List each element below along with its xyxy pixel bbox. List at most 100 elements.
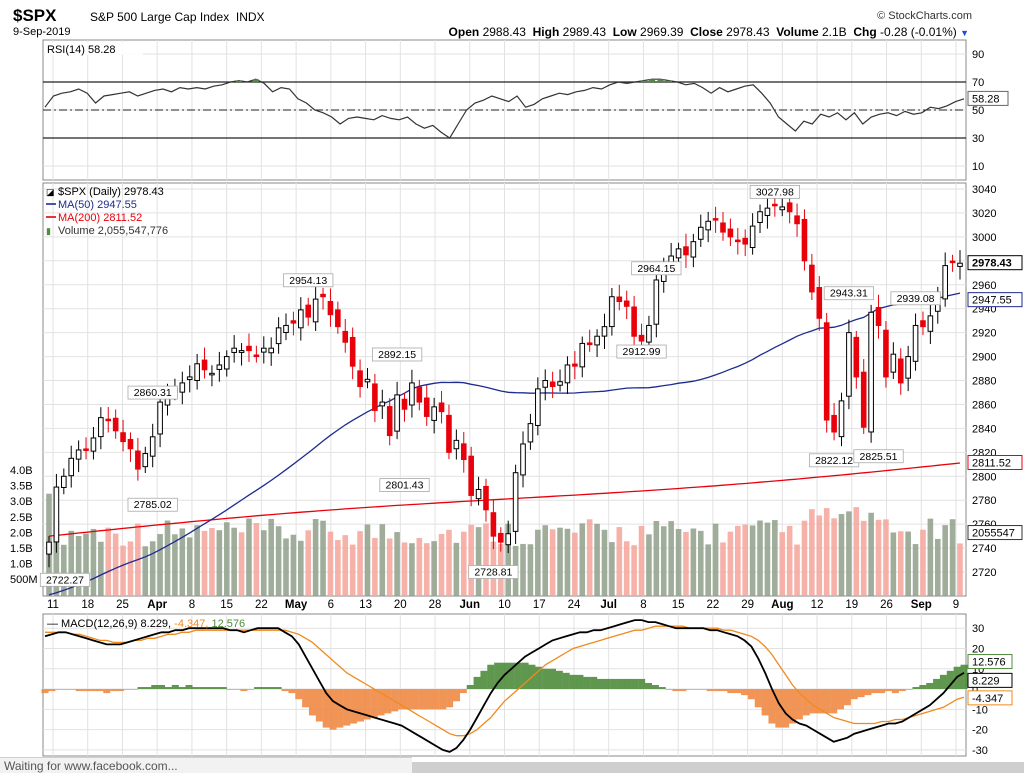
volume-bar bbox=[549, 529, 556, 596]
volume-tick-label: 2.0B bbox=[10, 527, 33, 539]
macd-histogram-bar bbox=[404, 689, 412, 710]
macd-histogram-bar bbox=[466, 685, 474, 690]
volume-bar bbox=[809, 509, 815, 596]
volume-tick-label: 2.5B bbox=[10, 512, 33, 524]
volume-tick-label: 3.5B bbox=[10, 481, 33, 493]
price-annotation: 2822.12 bbox=[815, 455, 853, 467]
volume-bar bbox=[749, 525, 756, 596]
candle-body bbox=[838, 400, 845, 438]
macd-histogram-bar bbox=[398, 689, 406, 710]
price-current-box bbox=[967, 255, 1023, 271]
candle-body bbox=[905, 356, 911, 379]
volume-bar bbox=[238, 532, 245, 596]
macd-histogram-bar bbox=[514, 662, 522, 690]
macd-histogram-bar bbox=[247, 689, 255, 690]
price-tick-label: 2900 bbox=[972, 352, 996, 364]
candle-body bbox=[372, 383, 378, 411]
x-tick-label: 26 bbox=[880, 599, 893, 611]
candle-body bbox=[283, 324, 289, 334]
candle-body bbox=[520, 443, 526, 476]
price-current-label: 2947.55 bbox=[972, 295, 1012, 307]
macd-histogram-bar bbox=[226, 689, 234, 690]
candle-body bbox=[142, 453, 149, 468]
volume-bar bbox=[364, 524, 371, 596]
x-tick-label: 20 bbox=[394, 599, 407, 611]
macd-histogram-bar bbox=[747, 689, 755, 700]
volume-bar bbox=[127, 541, 134, 596]
price-annotation: 2912.99 bbox=[623, 346, 661, 358]
x-tick-label: 15 bbox=[220, 599, 233, 611]
macd-histogram-bar bbox=[439, 689, 447, 710]
macd-histogram-bar bbox=[665, 689, 673, 690]
x-tick-label: 8 bbox=[189, 599, 195, 611]
macd-histogram-bar bbox=[679, 689, 687, 692]
macd-histogram-bar bbox=[164, 687, 172, 690]
volume-bar bbox=[431, 541, 437, 596]
x-tick-label: 6 bbox=[328, 599, 334, 611]
price-annotation: 2939.08 bbox=[897, 293, 935, 305]
volume-bar bbox=[305, 530, 312, 596]
candle-body bbox=[816, 287, 823, 319]
macd-histogram-bar bbox=[116, 689, 124, 692]
macd-histogram-bar bbox=[624, 678, 632, 690]
volume-bar bbox=[631, 545, 637, 596]
candle-body bbox=[860, 371, 867, 428]
candle-body bbox=[335, 309, 341, 328]
volume-bar bbox=[120, 545, 126, 596]
candle-body bbox=[868, 311, 874, 433]
candle-body bbox=[386, 406, 393, 437]
macd-tick-label: -10 bbox=[972, 704, 988, 716]
macd-histogram-bar bbox=[192, 687, 200, 690]
candle-body bbox=[897, 358, 904, 384]
volume-bar bbox=[816, 515, 823, 596]
candle-body bbox=[246, 345, 252, 352]
macd-histogram-bar bbox=[939, 674, 947, 690]
candle-body bbox=[238, 350, 245, 353]
macd-tick-label: -30 bbox=[972, 745, 988, 757]
x-tick-label: 10 bbox=[498, 599, 511, 611]
price-annotation: 2954.13 bbox=[289, 275, 327, 287]
volume-bar bbox=[853, 507, 860, 596]
candle-body bbox=[564, 364, 571, 384]
volume-tick-label: 1.0B bbox=[10, 559, 33, 571]
candle-body bbox=[275, 327, 282, 345]
price-tick-label: 2860 bbox=[972, 399, 996, 411]
rsi-tick-label: 70 bbox=[972, 77, 984, 89]
macd-histogram-bar bbox=[350, 689, 358, 724]
price-current-label: 2978.43 bbox=[972, 258, 1012, 270]
candle-body bbox=[290, 320, 297, 324]
macd-histogram-bar bbox=[418, 689, 426, 710]
candle-body bbox=[653, 279, 660, 325]
price-annotation: 2892.15 bbox=[378, 349, 416, 361]
candle-body bbox=[416, 386, 423, 403]
macd-histogram-bar bbox=[562, 672, 570, 690]
volume-bar bbox=[409, 543, 415, 596]
volume-bar bbox=[157, 534, 163, 596]
x-tick-label: 11 bbox=[47, 599, 59, 611]
macd-histogram-bar bbox=[905, 689, 913, 690]
volume-bar bbox=[209, 527, 215, 596]
volume-value: 2.1B bbox=[822, 25, 847, 39]
candle-body bbox=[535, 388, 541, 426]
brand-label[interactable]: © StockCharts.com bbox=[877, 10, 972, 22]
candle-body bbox=[120, 432, 126, 443]
macd-histogram-bar bbox=[521, 662, 529, 690]
quote-stats: Open 2988.43 High 2989.43 Low 2969.39 Cl… bbox=[449, 25, 969, 39]
macd-histogram-bar bbox=[727, 689, 735, 694]
candle-body bbox=[460, 443, 467, 461]
candle-body bbox=[586, 342, 593, 346]
candle-body bbox=[572, 363, 578, 367]
macd-histogram-bar bbox=[68, 689, 76, 690]
high-label: High bbox=[532, 25, 560, 39]
candle-body bbox=[512, 472, 519, 532]
macd-histogram-bar bbox=[782, 689, 790, 728]
volume-bar bbox=[727, 531, 734, 596]
macd-histogram-bar bbox=[837, 689, 845, 710]
candle-body bbox=[327, 301, 334, 316]
candle-body bbox=[483, 485, 489, 511]
volume-bar bbox=[446, 529, 452, 596]
candle-body bbox=[942, 265, 948, 300]
macd-histogram-bar bbox=[425, 689, 433, 710]
macd-histogram-bar bbox=[933, 678, 941, 690]
candle-body bbox=[690, 241, 697, 258]
